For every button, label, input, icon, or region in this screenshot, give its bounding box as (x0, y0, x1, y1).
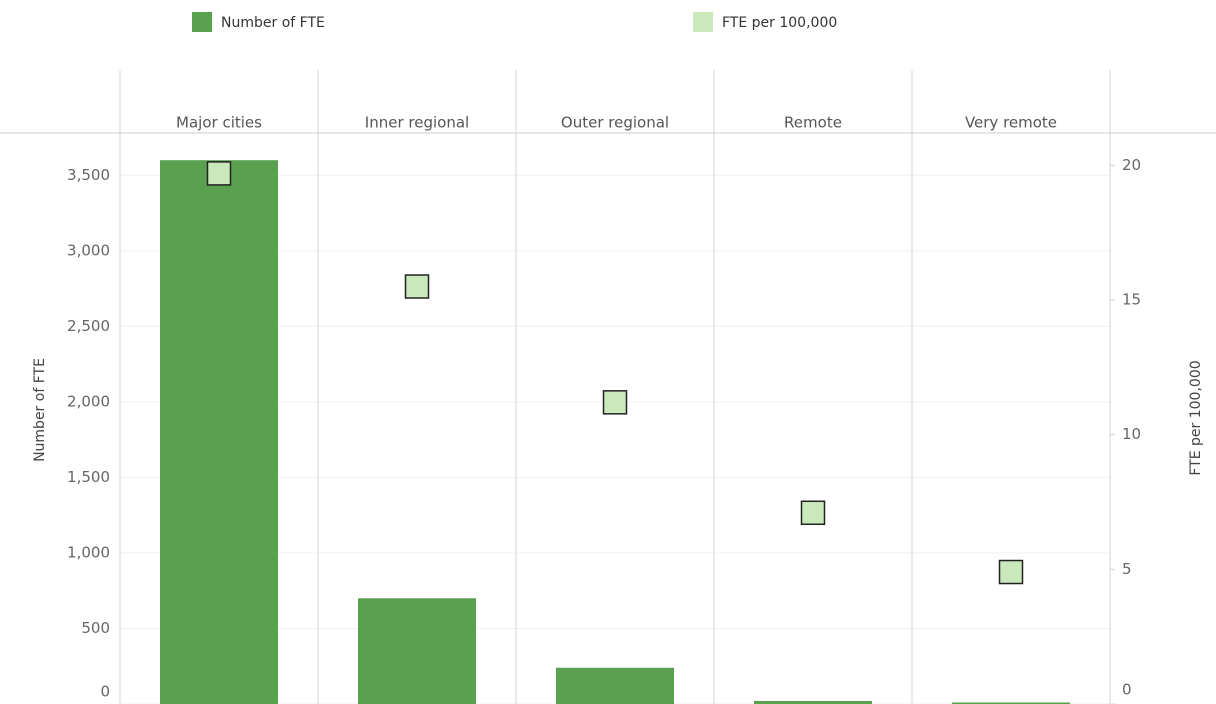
y-axis-title: Number of FTE (32, 358, 48, 462)
y2-tick-label: 15 (1122, 290, 1141, 308)
y2-axis-title: FTE per 100,000 (1188, 360, 1204, 475)
marker (404, 274, 430, 299)
x-tick-label: Major cities (176, 114, 262, 132)
legend-label: Number of FTE (221, 15, 325, 31)
y2-tick-label: 10 (1122, 425, 1141, 443)
y-tick-label: 3,500 (67, 166, 110, 184)
y-tick-label: 1,500 (67, 468, 110, 486)
y-tick-label: 2,000 (67, 392, 110, 410)
x-tick-label: Remote (784, 114, 842, 132)
marker (998, 559, 1024, 585)
y-tick-label: 3,000 (67, 241, 110, 259)
x-tick-label: Very remote (965, 114, 1057, 132)
marker (206, 161, 232, 186)
legend-label: FTE per 100,000 (722, 15, 837, 31)
y2-tick-label: 5 (1122, 560, 1132, 578)
x-tick-label: Outer regional (561, 114, 669, 132)
bar (358, 598, 476, 704)
marker (800, 500, 826, 526)
y2-tick-label: 0 (1122, 681, 1132, 699)
bar (556, 667, 674, 704)
x-tick-label: Inner regional (365, 114, 469, 132)
y-tick-label: 500 (81, 619, 110, 637)
bar (952, 702, 1070, 704)
y-tick-label: 1,000 (67, 543, 110, 561)
bar (754, 700, 872, 704)
y2-tick-label: 20 (1122, 156, 1141, 174)
legend-swatch (192, 12, 212, 32)
y-tick-label: 0 (100, 683, 110, 701)
marker (602, 390, 628, 415)
legend-swatch (693, 12, 713, 32)
y-tick-label: 2,500 (67, 317, 110, 335)
bar (160, 160, 278, 704)
